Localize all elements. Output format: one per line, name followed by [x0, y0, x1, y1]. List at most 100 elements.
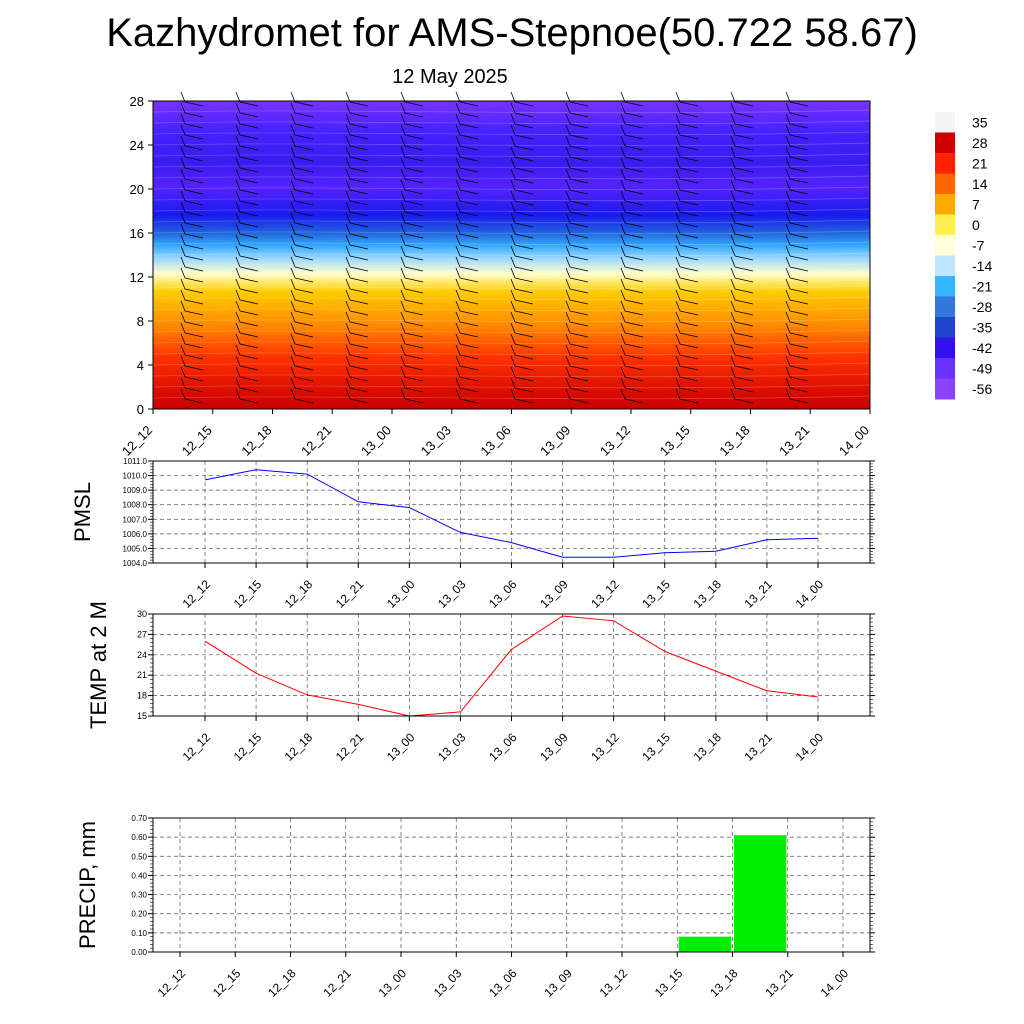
temperature-heatmap: 0 4 8 12 16 20 24 28 12_12 12_15 12_18 12_21 13_00 13… [119, 91, 872, 459]
wind-barb-shaft [239, 255, 259, 261]
contour-line [152, 395, 871, 400]
wind-barb-flag [510, 179, 516, 191]
wind-barb-shaft [294, 189, 314, 195]
wind-barb-flag [345, 322, 351, 334]
wind-barb [565, 245, 589, 261]
wind-barb-flag [675, 344, 681, 356]
wind-barb-flag [675, 168, 681, 180]
wind-barb-flag [235, 179, 241, 191]
wind-barb-flag [620, 113, 626, 125]
wind-barb [180, 223, 204, 239]
wind-barb-shaft [349, 211, 369, 217]
wind-barb-flag [345, 190, 351, 202]
colorbar-swatch [935, 194, 955, 215]
wind-barb-shaft [789, 156, 809, 162]
wind-barb-shaft [569, 156, 589, 162]
temp-chart: 15 18 21 24 27 30 12_12 12_15 12_18 12_21 13_00 13_… [86, 601, 875, 764]
wind-barb-shaft [679, 398, 699, 404]
wind-barb-flag [235, 168, 241, 180]
wind-barb [345, 289, 369, 305]
wind-barb [345, 234, 369, 250]
wind-barb-shaft [624, 200, 644, 206]
wind-barb-shaft [404, 189, 424, 195]
contour-line [152, 208, 871, 213]
wind-barb-flag [180, 311, 186, 323]
wind-barb [455, 201, 479, 217]
wind-barb-flag [730, 234, 736, 246]
wind-barb [290, 300, 314, 316]
wind-barb-flag [400, 135, 406, 147]
x-tick-label: 13_03 [431, 966, 465, 1000]
wind-barb-shaft [294, 343, 314, 349]
wind-barb-shaft [294, 387, 314, 393]
wind-barb-flag [400, 300, 406, 312]
wind-barb-shaft [679, 167, 699, 173]
wind-barb-flag [345, 157, 351, 169]
wind-barb [510, 366, 534, 382]
contour-line [152, 164, 871, 169]
wind-barb [345, 245, 369, 261]
wind-barb-shaft [404, 277, 424, 283]
wind-barb-shaft [294, 233, 314, 239]
wind-barb-flag [510, 223, 516, 235]
wind-barb-flag [345, 113, 351, 125]
y-tick-label: 4 [137, 358, 144, 373]
wind-barb-flag [400, 190, 406, 202]
wind-barb-flag [565, 245, 571, 257]
wind-barb-shaft [239, 167, 259, 173]
wind-barb-shaft [294, 321, 314, 327]
wind-barb [235, 245, 259, 261]
wind-barb-shaft [734, 134, 754, 140]
wind-barb [455, 333, 479, 349]
wind-barb-flag [455, 91, 461, 103]
wind-barb-flag [620, 256, 626, 268]
colorbar-swatch [935, 173, 955, 195]
wind-barb-flag [180, 355, 186, 367]
wind-barb-flag [290, 388, 296, 400]
wind-barb-shaft [514, 321, 534, 327]
wind-barb [235, 146, 259, 162]
wind-barb-shaft [404, 387, 424, 393]
wind-barb-shaft [734, 310, 754, 316]
wind-barb [675, 267, 699, 283]
wind-barb-shaft [459, 354, 479, 360]
wind-barb-shaft [624, 310, 644, 316]
wind-barb [180, 124, 204, 140]
wind-barb [290, 245, 314, 261]
wind-barb-flag [290, 157, 296, 169]
wind-barb [785, 168, 809, 184]
wind-barb [785, 289, 809, 305]
x-tick-label: 12_21 [320, 966, 354, 1000]
wind-barb-shaft [514, 387, 534, 393]
wind-barb-shaft [789, 255, 809, 261]
wind-barb-flag [620, 91, 626, 103]
x-tick-label: 12_15 [179, 423, 215, 459]
wind-barb [675, 333, 699, 349]
wind-barb-shaft [184, 134, 204, 140]
wind-barb-shaft [734, 112, 754, 118]
wind-barb-shaft [294, 211, 314, 217]
wind-barb-shaft [624, 266, 644, 272]
wind-barb-flag [235, 146, 241, 158]
wind-barb-flag [785, 245, 791, 257]
y-tick-label: 0.00 [131, 948, 147, 957]
wind-barb-flag [565, 135, 571, 147]
wind-barb-flag [620, 388, 626, 400]
wind-barb-flag [510, 278, 516, 290]
wind-barb [730, 256, 754, 272]
wind-barb [565, 135, 589, 151]
wind-barb-shaft [349, 167, 369, 173]
wind-barb-flag [455, 135, 461, 147]
wind-barb [675, 344, 699, 360]
wind-barb-flag [400, 102, 406, 114]
wind-barb [675, 102, 699, 118]
wind-barb-shaft [184, 233, 204, 239]
wind-barb-flag [510, 91, 516, 103]
wind-barb [730, 300, 754, 316]
wind-barb-flag [345, 388, 351, 400]
wind-barb-flag [180, 322, 186, 334]
wind-barb-shaft [239, 244, 259, 250]
wind-barb-shaft [514, 134, 534, 140]
y-tick-label: 12 [130, 270, 144, 285]
wind-barb-flag [345, 223, 351, 235]
